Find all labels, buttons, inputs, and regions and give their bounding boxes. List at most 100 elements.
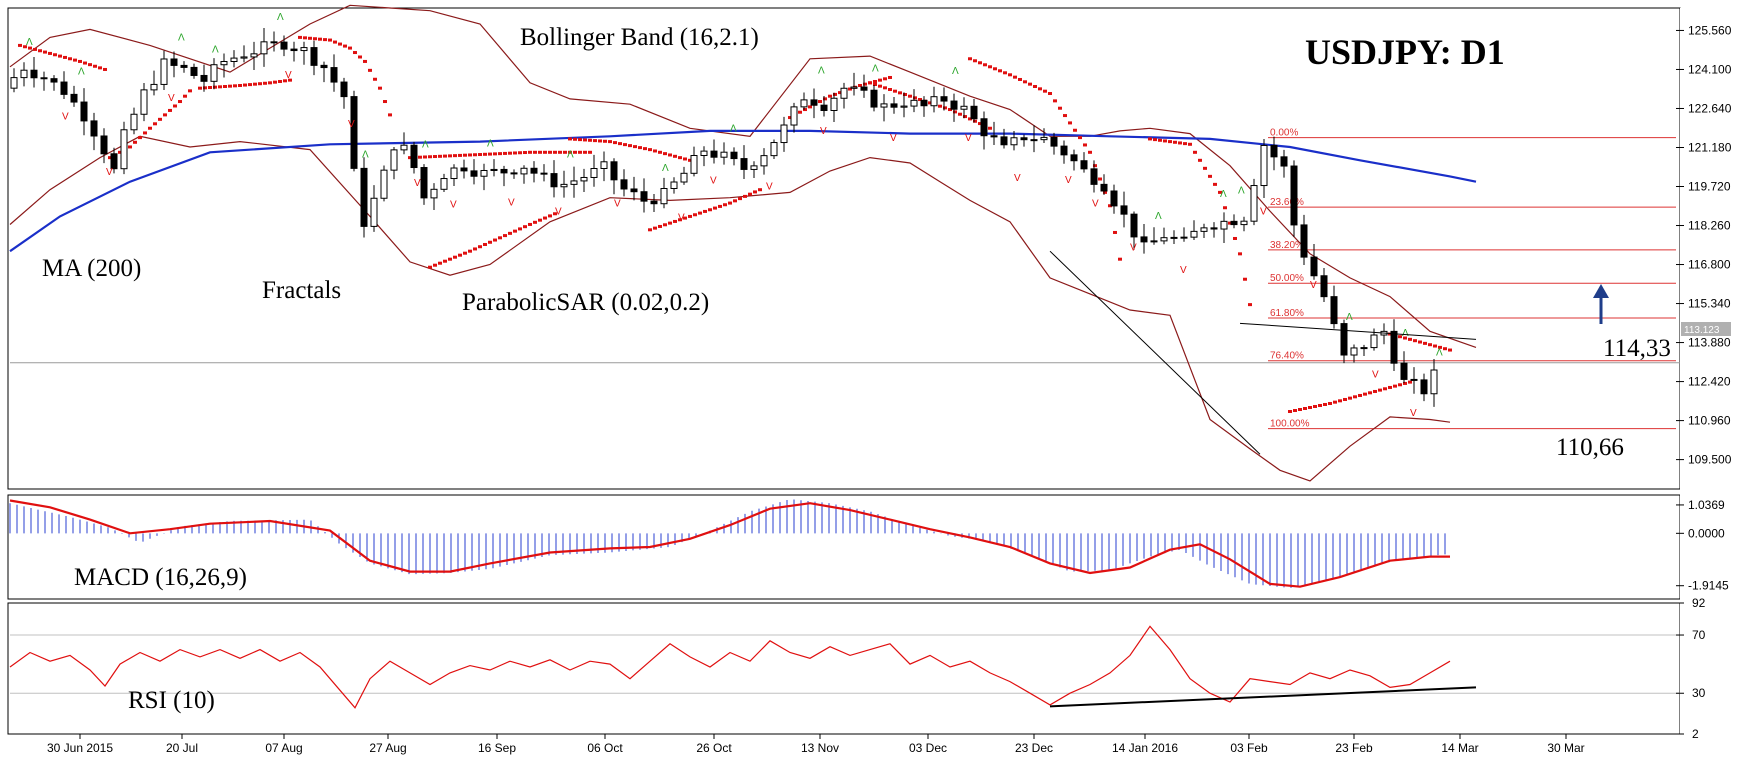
sar-dot: [463, 153, 467, 157]
candle-bull: [1240, 220, 1248, 226]
candle-bear: [730, 151, 738, 160]
sar-dot: [503, 151, 507, 155]
sar-dot: [888, 88, 892, 92]
sar-dot: [1418, 340, 1422, 344]
y-tick-label: 112.420: [1688, 375, 1731, 389]
sar-dot: [608, 140, 612, 144]
sar-dot: [1423, 341, 1427, 345]
fractal-down-icon: V: [414, 178, 421, 189]
sar-dot: [118, 150, 122, 154]
candle-bear: [890, 103, 898, 108]
sar-dot: [848, 87, 852, 91]
candle-bear: [1230, 220, 1238, 226]
sar-dot: [328, 38, 332, 42]
fib-label: 100.00%: [1270, 419, 1310, 430]
sar-dot: [683, 157, 687, 161]
candle-bull: [1220, 220, 1228, 230]
sar-dot: [428, 265, 432, 269]
sar-dot: [903, 93, 907, 97]
candle-bull: [780, 124, 788, 144]
sar-dot: [1378, 388, 1382, 392]
sar-dot: [603, 139, 607, 143]
sar-dot: [673, 219, 677, 223]
candle-bear: [510, 172, 518, 175]
sar-dot: [1158, 138, 1162, 142]
sar-dot: [243, 83, 247, 87]
sar-dot: [653, 149, 657, 153]
rsi-panel-frame: [7, 602, 1681, 735]
candle-bear: [1340, 323, 1348, 356]
sar-dot: [223, 84, 227, 88]
fractal-down-icon: V: [1130, 242, 1137, 253]
sar-dot: [953, 110, 957, 114]
sar-dot: [458, 153, 462, 157]
candle-bear: [1390, 330, 1398, 364]
sar-dot: [1153, 138, 1157, 142]
rsi-tick-label: 92: [1692, 596, 1706, 610]
candle-bear: [1410, 378, 1418, 381]
sar-dot: [458, 253, 462, 257]
sar-dot: [423, 155, 427, 159]
sar-dot: [498, 152, 502, 156]
sar-dot: [33, 47, 37, 51]
y-tick-label: 121.180: [1688, 140, 1732, 154]
sar-dot: [23, 45, 27, 49]
sar-dot: [913, 96, 917, 100]
candle-bear: [990, 135, 998, 138]
sar-dot: [138, 136, 142, 140]
sar-dot: [1448, 348, 1452, 352]
sar-dot: [1228, 221, 1232, 225]
fractal-down-icon: V: [348, 119, 355, 130]
sar-dot: [1328, 401, 1332, 405]
candle-bear: [360, 167, 368, 227]
sar-dot: [528, 150, 532, 154]
sar-dot: [788, 116, 792, 120]
sar-dot: [288, 78, 292, 82]
candle-bear: [1070, 154, 1078, 162]
sar-dot: [633, 145, 637, 149]
macd-series: [9, 499, 1450, 588]
sar-dot: [658, 224, 662, 228]
candle-bull: [700, 150, 708, 157]
x-tick-label: 23 Dec: [1015, 741, 1053, 755]
sar-dot: [493, 238, 497, 242]
fractal-down-icon: V: [678, 213, 685, 224]
fractal-down-icon: V: [285, 70, 292, 81]
up-arrow-icon: [1593, 284, 1609, 324]
fractal-up-icon: Λ: [178, 32, 185, 43]
candle-bear: [190, 66, 198, 76]
sar-dot: [568, 137, 572, 141]
sar-dot: [338, 42, 342, 46]
candle-bear: [950, 100, 958, 110]
candle-bull: [230, 57, 238, 63]
sar-dot: [803, 108, 807, 112]
x-tick-label: 03 Feb: [1230, 741, 1268, 755]
sar-dot: [68, 57, 72, 61]
sar-dot: [583, 138, 587, 142]
candle-bear: [1400, 362, 1408, 380]
sar-dot: [1098, 177, 1102, 181]
candle-bull: [720, 151, 728, 158]
sar-dot: [468, 153, 472, 157]
candle-bear: [1330, 296, 1338, 325]
candle-bear: [980, 118, 988, 137]
candle-bear: [350, 96, 358, 169]
candle-bear: [1100, 183, 1108, 192]
sar-dot: [1313, 404, 1317, 408]
sar-dot: [638, 146, 642, 150]
candle-bull: [830, 97, 838, 111]
sar-dot: [343, 44, 347, 48]
sar-dot: [588, 150, 592, 154]
sar-dot: [963, 115, 967, 119]
fractal-up-icon: Λ: [1220, 189, 1227, 200]
sar-dot: [1343, 397, 1347, 401]
candle-bear: [1120, 205, 1128, 215]
fib-label: 23.60%: [1270, 197, 1304, 208]
candle-bull: [20, 69, 28, 79]
candle-bull: [150, 83, 158, 91]
sar-dot: [653, 226, 657, 230]
sar-dot: [973, 59, 977, 63]
sar-dot: [1058, 106, 1062, 110]
candle-bull: [440, 178, 448, 190]
